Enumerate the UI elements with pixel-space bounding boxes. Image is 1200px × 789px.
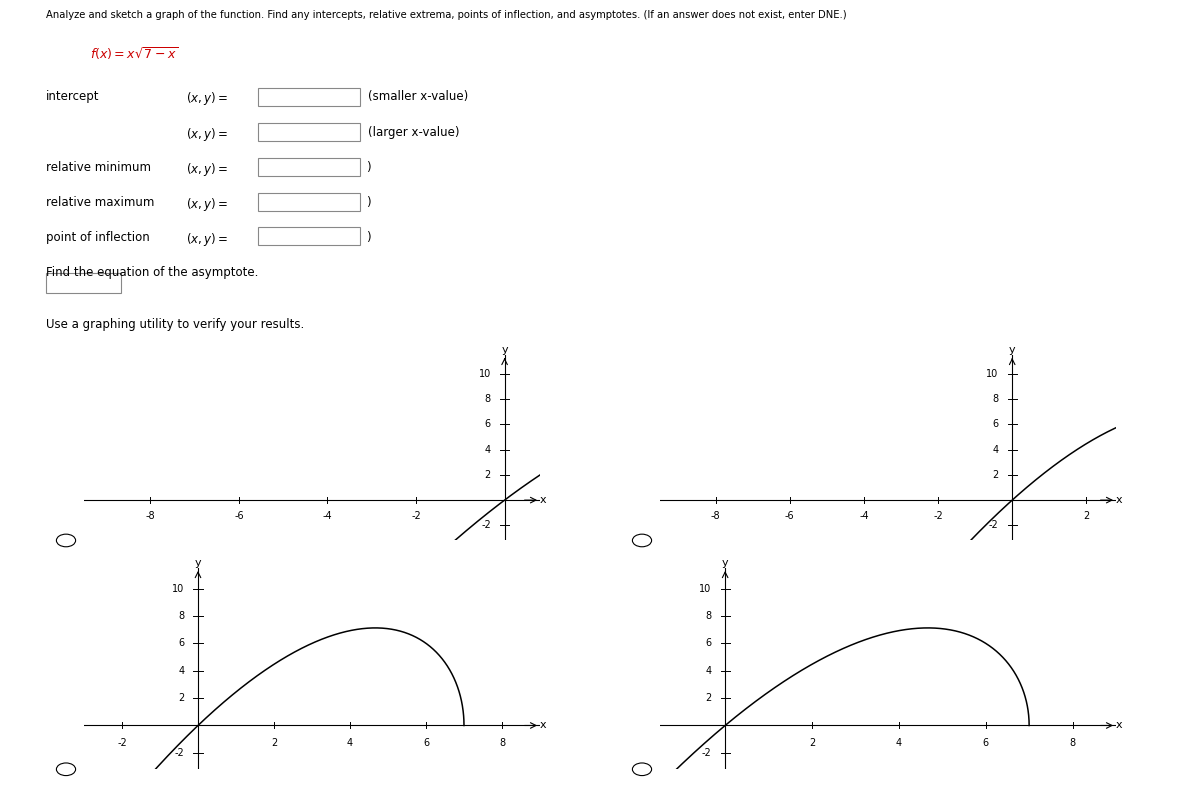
Text: 8: 8: [992, 394, 998, 404]
Text: 6: 6: [706, 638, 712, 649]
Text: 2: 2: [271, 738, 277, 747]
Text: 2: 2: [178, 693, 185, 703]
Text: x: x: [540, 720, 547, 731]
Text: $(x, y) =$: $(x, y) =$: [186, 162, 228, 178]
Text: Analyze and sketch a graph of the function. Find any intercepts, relative extrem: Analyze and sketch a graph of the functi…: [46, 10, 846, 21]
Text: 6: 6: [422, 738, 430, 747]
Text: relative maximum: relative maximum: [46, 196, 154, 209]
Text: 4: 4: [895, 738, 902, 747]
Text: intercept: intercept: [46, 90, 100, 103]
Text: point of inflection: point of inflection: [46, 231, 149, 244]
Text: 8: 8: [1069, 738, 1075, 747]
Text: x: x: [1116, 720, 1123, 731]
Text: Use a graphing utility to verify your results.: Use a graphing utility to verify your re…: [46, 318, 304, 331]
Text: 2: 2: [485, 470, 491, 480]
Text: 6: 6: [485, 420, 491, 429]
Text: y: y: [194, 558, 202, 568]
FancyBboxPatch shape: [258, 123, 360, 141]
Text: ): ): [366, 231, 371, 244]
FancyBboxPatch shape: [258, 227, 360, 245]
Text: 6: 6: [992, 420, 998, 429]
Text: 10: 10: [986, 369, 998, 379]
Text: -4: -4: [859, 511, 869, 522]
Text: 8: 8: [706, 611, 712, 621]
Text: 8: 8: [499, 738, 505, 747]
Text: (larger x-value): (larger x-value): [368, 125, 460, 139]
Text: y: y: [722, 558, 728, 568]
Text: -6: -6: [785, 511, 794, 522]
Text: -2: -2: [174, 748, 185, 758]
Text: -2: -2: [412, 511, 421, 522]
Text: x: x: [540, 495, 547, 505]
Text: $(x, y) =$: $(x, y) =$: [186, 231, 228, 248]
Text: Find the equation of the asymptote.: Find the equation of the asymptote.: [46, 266, 258, 279]
Text: $f(x) = x\sqrt{7-x}$: $f(x) = x\sqrt{7-x}$: [90, 45, 178, 62]
FancyBboxPatch shape: [258, 158, 360, 176]
Text: -6: -6: [234, 511, 244, 522]
Text: 6: 6: [178, 638, 185, 649]
Text: 2: 2: [1084, 511, 1090, 522]
Text: 10: 10: [172, 584, 185, 593]
Text: 8: 8: [485, 394, 491, 404]
Text: 4: 4: [485, 445, 491, 454]
Text: relative minimum: relative minimum: [46, 162, 151, 174]
Text: -8: -8: [710, 511, 720, 522]
Text: y: y: [502, 345, 508, 355]
FancyBboxPatch shape: [46, 272, 121, 294]
Text: $(x, y) =$: $(x, y) =$: [186, 125, 228, 143]
FancyBboxPatch shape: [258, 88, 360, 106]
Text: -2: -2: [481, 520, 491, 530]
Text: 4: 4: [992, 445, 998, 454]
Text: ): ): [366, 162, 371, 174]
Text: 10: 10: [700, 584, 712, 593]
Text: -4: -4: [323, 511, 332, 522]
Text: -2: -2: [989, 520, 998, 530]
Text: ): ): [366, 196, 371, 209]
Text: 4: 4: [178, 666, 185, 675]
Text: -2: -2: [934, 511, 943, 522]
Text: 2: 2: [706, 693, 712, 703]
Text: y: y: [1009, 345, 1015, 355]
Text: -2: -2: [702, 748, 712, 758]
Text: 8: 8: [178, 611, 185, 621]
Text: 4: 4: [706, 666, 712, 675]
Text: 6: 6: [983, 738, 989, 747]
Text: 2: 2: [992, 470, 998, 480]
Text: (smaller x-value): (smaller x-value): [368, 90, 469, 103]
Text: -8: -8: [145, 511, 155, 522]
Text: x: x: [1116, 495, 1123, 505]
FancyBboxPatch shape: [258, 193, 360, 211]
Text: 2: 2: [809, 738, 815, 747]
Text: $(x, y) =$: $(x, y) =$: [186, 196, 228, 213]
Text: 10: 10: [479, 369, 491, 379]
Text: $(x, y) =$: $(x, y) =$: [186, 90, 228, 107]
Text: -2: -2: [118, 738, 127, 747]
Text: 4: 4: [347, 738, 353, 747]
